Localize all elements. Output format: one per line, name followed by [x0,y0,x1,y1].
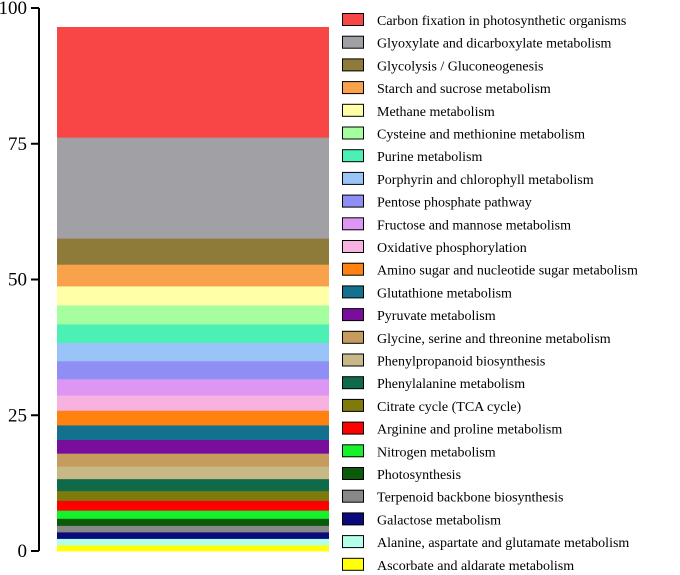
legend-swatch-19 [342,421,364,435]
legend-swatch-9 [342,194,364,208]
legend-label-8: Porphyrin and chlorophyll metabolism [377,173,594,188]
bar-segment-11 [57,395,329,411]
bar-segment-10 [57,378,329,396]
legend-swatch-15 [342,330,364,344]
bar-segment-2 [57,137,329,239]
bar-segment-23 [57,531,329,539]
legend-label-19: Arginine and proline metabolism [377,423,562,438]
bar-segment-4 [57,264,329,287]
legend-swatch-16 [342,353,364,367]
legend-label-22: Terpenoid backbone biosynthesis [377,491,563,506]
bar-segment-17 [57,478,329,492]
legend-swatch-11 [342,240,364,253]
legend-swatch-7 [342,149,364,163]
legend-label-21: Photosynthesis [377,468,461,483]
bar-segment-7 [57,324,329,343]
legend-swatch-18 [342,398,364,412]
legend-swatch-6 [342,126,364,140]
legend-label-18: Citrate cycle (TCA cycle) [377,400,522,415]
legend-label-24: Alanine, aspartate and glutamate metabol… [377,536,629,551]
bar-segment-24 [57,538,329,546]
legend-label-25: Ascorbate and aldarate metabolism [377,559,574,574]
legend-swatch-25 [342,557,364,571]
legend-swatch-23 [342,512,364,526]
legend-label-23: Galactose metabolism [377,513,501,528]
bar-segment-8 [57,342,329,362]
legend: Carbon fixation in photosynthetic organi… [342,13,638,574]
legend-label-10: Fructose and mannose metabolism [377,218,571,233]
legend-swatch-20 [342,444,364,458]
legend-swatch-14 [342,308,364,322]
bar-segment-1 [57,27,329,138]
bar-segment-16 [57,466,329,480]
y-tick-label-100: 100 [0,0,27,19]
legend-label-20: Nitrogen metabolism [377,445,496,460]
legend-label-14: Pyruvate metabolism [377,309,496,324]
bar-segment-25 [57,545,329,552]
bar-segment-6 [57,305,329,325]
legend-label-15: Glycine, serine and threonine metabolism [377,332,611,347]
legend-swatch-4 [342,81,364,95]
legend-label-9: Pentose phosphate pathway [377,196,532,211]
bar-segment-20 [57,510,329,519]
legend-swatch-21 [342,467,364,480]
stacked-bar [57,27,329,552]
bar-segment-13 [57,425,329,441]
legend-swatch-12 [342,262,364,276]
legend-label-6: Cysteine and methionine metabolism [377,128,585,143]
legend-label-13: Glutathione metabolism [377,286,512,301]
bar-segment-9 [57,360,329,380]
y-tick-label-75: 75 [8,134,27,155]
bar-segment-3 [57,238,329,265]
legend-label-17: Phenylalanine metabolism [377,377,525,392]
legend-label-16: Phenylpropanoid biosynthesis [377,355,545,370]
legend-swatch-10 [342,217,364,231]
legend-swatch-3 [342,58,364,72]
legend-label-7: Purine metabolism [377,150,482,165]
bar-segment-5 [57,286,329,306]
bar-segment-19 [57,500,329,511]
legend-label-3: Glycolysis / Gluconeogenesis [377,59,543,74]
legend-label-2: Glyoxylate and dicarboxylate metabolism [377,37,612,52]
legend-swatch-13 [342,285,364,299]
legend-swatch-8 [342,171,364,185]
bar-segment-21 [57,518,329,526]
legend-label-12: Amino sugar and nucleotide sugar metabol… [377,264,638,279]
bar-segment-12 [57,410,329,426]
bar-segment-18 [57,490,329,501]
y-tick-label-50: 50 [8,270,27,291]
y-axis: 0 25 50 75 100 [0,0,40,562]
y-tick-label-25: 25 [8,405,27,426]
bar-segment-14 [57,439,329,454]
bar-segment-22 [57,525,329,533]
legend-swatch-1 [342,13,364,26]
legend-swatch-2 [342,35,364,49]
legend-label-4: Starch and sucrose metabolism [377,82,551,97]
legend-swatch-22 [342,489,364,503]
legend-label-5: Methane metabolism [377,105,495,120]
legend-swatch-5 [342,103,364,117]
legend-label-11: Oxidative phosphorylation [377,241,527,256]
legend-label-1: Carbon fixation in photosynthetic organi… [377,14,626,29]
legend-swatch-17 [342,376,364,390]
legend-swatch-24 [342,535,364,549]
bar-segment-15 [57,453,329,467]
y-tick-label-0: 0 [18,541,28,562]
